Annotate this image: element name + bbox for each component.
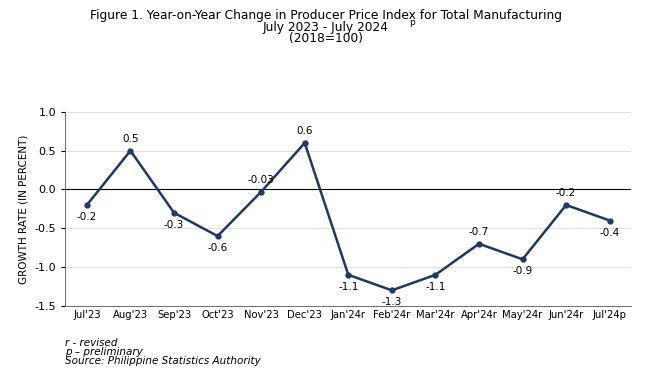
Text: -0.3: -0.3 (164, 220, 184, 230)
Text: 0.6: 0.6 (296, 126, 313, 136)
Text: -0.2: -0.2 (556, 188, 576, 198)
Y-axis label: GROWTH RATE (IN PERCENT): GROWTH RATE (IN PERCENT) (19, 134, 29, 283)
Text: -0.03: -0.03 (248, 175, 275, 185)
Text: -1.3: -1.3 (381, 297, 402, 307)
Text: -1.1: -1.1 (425, 282, 445, 292)
Text: p – preliminary: p – preliminary (65, 347, 143, 357)
Text: r - revised: r - revised (65, 338, 118, 348)
Text: -0.2: -0.2 (77, 212, 97, 222)
Text: (2018=100): (2018=100) (288, 32, 363, 46)
Text: -0.9: -0.9 (512, 266, 533, 276)
Text: Figure 1. Year-on-Year Change in Producer Price Index for Total Manufacturing: Figure 1. Year-on-Year Change in Produce… (89, 9, 562, 22)
Text: -0.7: -0.7 (469, 227, 489, 237)
Text: p: p (409, 18, 415, 27)
Text: -0.4: -0.4 (600, 228, 620, 238)
Text: 0.5: 0.5 (122, 134, 139, 144)
Text: -0.6: -0.6 (208, 243, 228, 253)
Text: July 2023 - July 2024: July 2023 - July 2024 (262, 21, 389, 34)
Text: Source: Philippine Statistics Authority: Source: Philippine Statistics Authority (65, 356, 261, 366)
Text: -1.1: -1.1 (338, 282, 359, 292)
